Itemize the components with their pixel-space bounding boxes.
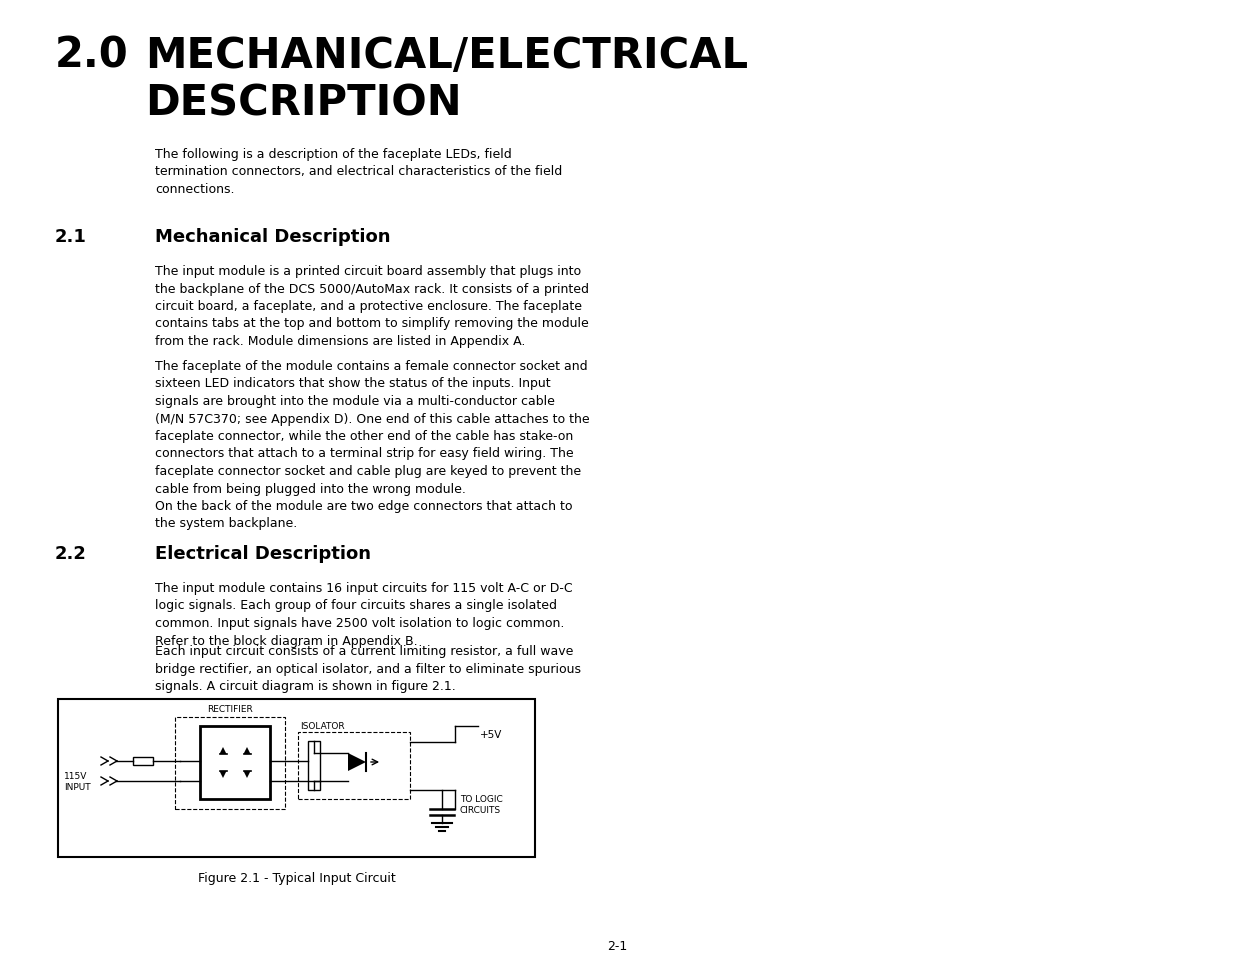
- Polygon shape: [220, 747, 226, 754]
- Text: 2.2: 2.2: [56, 544, 86, 562]
- Polygon shape: [243, 747, 251, 754]
- Text: On the back of the module are two edge connectors that attach to
the system back: On the back of the module are two edge c…: [156, 499, 573, 530]
- Bar: [175, 718, 285, 809]
- Bar: [298, 732, 410, 800]
- Polygon shape: [348, 753, 366, 771]
- Text: RECTIFIER: RECTIFIER: [207, 704, 253, 713]
- Text: The input module contains 16 input circuits for 115 volt A-C or D-C
logic signal: The input module contains 16 input circu…: [156, 581, 573, 647]
- Text: MECHANICAL/ELECTRICAL: MECHANICAL/ELECTRICAL: [144, 35, 748, 77]
- Text: TO LOGIC
CIRCUITS: TO LOGIC CIRCUITS: [459, 794, 503, 814]
- Text: Mechanical Description: Mechanical Description: [156, 228, 390, 246]
- Bar: [133, 758, 153, 765]
- Text: +5V: +5V: [480, 729, 503, 740]
- Text: 2-1: 2-1: [606, 939, 627, 952]
- Text: Figure 2.1 - Typical Input Circuit: Figure 2.1 - Typical Input Circuit: [198, 871, 395, 884]
- Text: Electrical Description: Electrical Description: [156, 544, 370, 562]
- Text: 2.1: 2.1: [56, 228, 86, 246]
- Polygon shape: [220, 771, 226, 779]
- Text: Each input circuit consists of a current limiting resistor, a full wave
bridge r: Each input circuit consists of a current…: [156, 644, 580, 692]
- Text: ISOLATOR: ISOLATOR: [300, 721, 345, 730]
- Text: The following is a description of the faceplate LEDs, field
termination connecto: The following is a description of the fa…: [156, 148, 562, 195]
- Polygon shape: [243, 771, 251, 779]
- Text: 115V
INPUT: 115V INPUT: [64, 771, 90, 791]
- Text: The faceplate of the module contains a female connector socket and
sixteen LED i: The faceplate of the module contains a f…: [156, 359, 589, 495]
- Bar: [58, 700, 535, 857]
- Text: DESCRIPTION: DESCRIPTION: [144, 82, 462, 124]
- Text: The input module is a printed circuit board assembly that plugs into
the backpla: The input module is a printed circuit bo…: [156, 265, 589, 348]
- Bar: [200, 726, 270, 800]
- Bar: [308, 741, 320, 790]
- Text: 2.0: 2.0: [56, 35, 128, 77]
